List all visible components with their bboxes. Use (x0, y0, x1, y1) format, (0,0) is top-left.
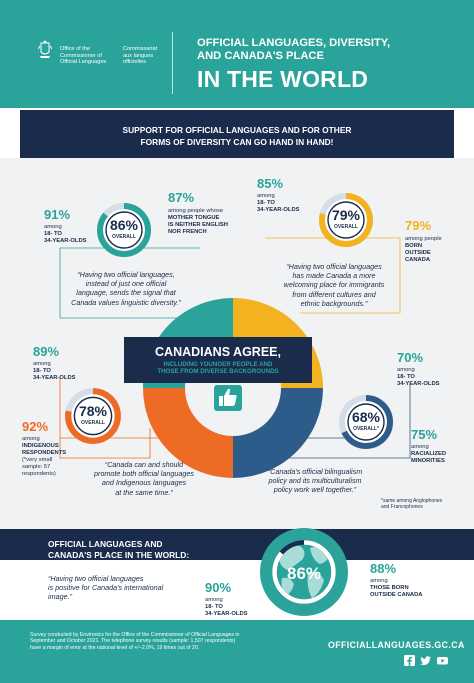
stat-young-pre-5: among (205, 597, 223, 603)
stat-young-pct-5: 90% (205, 580, 232, 595)
donut-arc (65, 388, 121, 444)
quote-international-image: “Having two official languages is positi… (48, 574, 164, 602)
header (0, 0, 474, 108)
footer (0, 620, 474, 683)
org-name-en: Office of the Commissioner of Official L… (60, 46, 107, 66)
canadians-agree-subtitle: INCLUDING YOUNGER PEOPLE AND THOSE FROM … (157, 361, 279, 376)
donut-value: 68% (351, 409, 381, 425)
donut-chart (97, 203, 151, 257)
stat-indigenous-pct: 92% (22, 419, 49, 434)
stat-indigenous-desc: INDIGENOUS RESPONDENTS (22, 443, 67, 456)
donut-chart (65, 388, 121, 444)
stat-young-pct-1: 91% (44, 207, 71, 222)
stat-young-desc-1: 18- TO 34-YEAR-OLDS (44, 231, 87, 244)
stat-young-desc-2: 18- TO 34-YEAR-OLDS (257, 200, 300, 213)
stat-young-pre-2: among (257, 193, 275, 199)
stat-young-pre-3: among (33, 361, 51, 367)
stat-young-pct-3: 89% (33, 344, 60, 359)
support-banner-text: SUPPORT FOR OFFICIAL LANGUAGES AND FOR O… (122, 125, 352, 147)
canadians-agree-box: CANADIANS AGREE, INCLUDING YOUNGER PEOPL… (124, 337, 312, 383)
stat-young-desc-3: 18- TO 34-YEAR-OLDS (33, 368, 76, 381)
stat-young-desc-5: 18- TO 34-YEAR-OLDS (205, 604, 248, 617)
donut-inner-ring (73, 396, 113, 436)
stat-young-pre-1: among (44, 224, 62, 230)
twitter-icon[interactable] (420, 655, 431, 666)
stat-young-pct-4: 70% (397, 350, 424, 365)
donut-arc (319, 193, 373, 247)
crest-icon (38, 40, 52, 58)
donut-value: 79% (331, 207, 361, 223)
quote-indigenous-languages: “Canada can and should promote both offi… (94, 460, 194, 497)
header-divider (172, 32, 173, 94)
donut-arc (272, 540, 336, 604)
footnote-overall: *same among Anglophones and Francophones (381, 498, 443, 511)
donut-value: 86% (109, 217, 139, 233)
donut-inner-ring (105, 211, 143, 249)
quote-multiculturalism: “Canada's official bilingualism policy a… (267, 467, 363, 495)
donut-chart (339, 395, 393, 449)
stat-born-outside-pre: among people (405, 236, 442, 242)
stat-racialized-desc: RACIALIZED MINORITIES (411, 451, 447, 464)
donut-label: OVERALL* (353, 426, 379, 432)
donut-chart (319, 193, 373, 247)
stat-mother-tongue-pct: 87% (168, 190, 195, 205)
facebook-icon[interactable] (404, 655, 415, 666)
donut-multiculturalism: 68% OVERALL* (336, 392, 396, 452)
stat-mother-tongue-pre: among people whose (168, 208, 224, 214)
donut-inner-ring (347, 403, 385, 441)
donut-label: OVERALL (112, 234, 136, 240)
stat-indigenous-note: (*very small sample: 57 respondents) (22, 457, 56, 477)
donut-inner-ring (327, 201, 365, 239)
stat-young-desc-4: 18- TO 34-YEAR-OLDS (397, 374, 440, 387)
support-banner: SUPPORT FOR OFFICIAL LANGUAGES AND FOR O… (20, 110, 454, 158)
world-banner (0, 529, 474, 560)
page-title-emphasis: IN THE WORLD (197, 66, 369, 92)
stat-racialized-pct: 75% (411, 427, 438, 442)
stat-born-outside-desc-5: THOSE BORN OUTSIDE CANADA (370, 585, 423, 598)
connector-lines (59, 237, 411, 459)
donut-international-image (272, 540, 336, 604)
donut-arc (339, 395, 393, 449)
stat-mother-tongue-desc: MOTHER TONGUE IS NEITHER ENGLISH NOR FRE… (168, 215, 228, 235)
stat-born-outside-desc: BORN OUTSIDE CANADA (405, 243, 431, 263)
page-title: OFFICIAL LANGUAGES, DIVERSITY, AND CANAD… (197, 37, 391, 62)
canadians-agree-title: CANADIANS AGREE, (155, 345, 281, 359)
donut-arc (97, 203, 151, 257)
donut-international-value: 86% (286, 564, 322, 583)
stat-born-outside-pre-5: among (370, 578, 388, 584)
org-name-fr: Commissariat aux langues officielles (123, 46, 158, 66)
youtube-icon[interactable] (437, 655, 448, 666)
stat-born-outside-pct: 79% (405, 218, 432, 233)
stat-born-outside-pct-5: 88% (370, 561, 397, 576)
stat-indigenous-pre: among (22, 436, 40, 442)
world-title: OFFICIAL LANGUAGES AND CANADA'S PLACE IN… (48, 539, 190, 560)
donut-value: 78% (78, 403, 108, 419)
donut-welcoming-immigrants: 79% OVERALL (316, 190, 376, 250)
thumbs-up-icon (214, 385, 242, 411)
survey-note: Survey conducted by Environics for the O… (30, 632, 240, 651)
donut-label: OVERALL (81, 420, 105, 426)
donut-label: OVERALL (334, 224, 358, 230)
quote-linguistic-diversity: “Having two official languages, instead … (71, 270, 181, 307)
donut-indigenous-languages: 78% OVERALL (62, 385, 124, 447)
stat-young-pre-4: among (397, 367, 415, 373)
stat-racialized-pre: among (411, 444, 429, 450)
donut-linguistic-diversity: 86% OVERALL (94, 200, 154, 260)
stat-young-pct-2: 85% (257, 176, 284, 191)
quote-welcoming-immigrants: “Having two official languages has made … (283, 262, 385, 308)
website-link[interactable]: OFFICIALLANGUAGES.GC.CA (328, 640, 465, 650)
